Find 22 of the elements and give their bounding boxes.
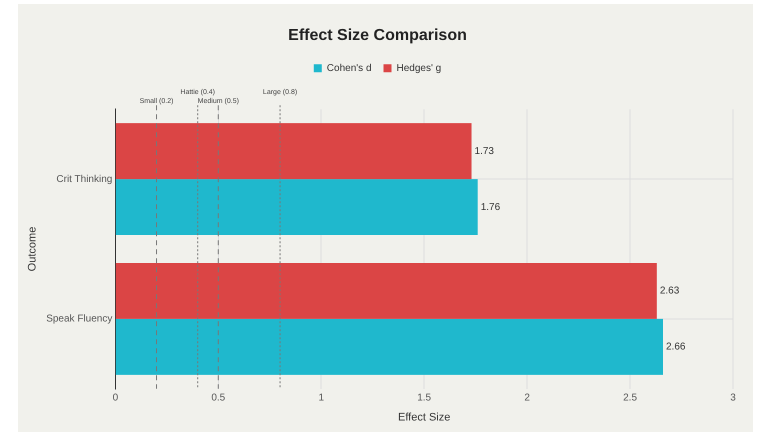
y-axis-title: Outcome	[26, 226, 39, 272]
y-tick-label: Speak Fluency	[46, 314, 112, 325]
bar	[116, 179, 478, 236]
x-tick-label: 1	[318, 392, 324, 404]
data-label: 1.73	[474, 146, 494, 157]
bar	[116, 318, 663, 375]
chart-title: Effect Size Comparison	[288, 27, 467, 44]
data-label: 2.63	[660, 286, 680, 297]
bar	[116, 262, 657, 319]
x-tick-label: 0	[112, 392, 119, 404]
x-tick-label: 2	[524, 392, 530, 404]
x-tick-label: 3	[730, 392, 736, 404]
x-tick-label: 1.5	[417, 392, 432, 404]
y-tick-label: Crit Thinking	[56, 174, 112, 185]
legend-label: Cohen's d	[326, 62, 372, 74]
x-tick-label: 0.5	[211, 392, 226, 404]
x-axis-title: Effect Size	[398, 411, 450, 424]
x-tick-label: 2.5	[623, 392, 638, 404]
data-label: 1.76	[480, 202, 501, 213]
bar	[116, 123, 472, 180]
legend-label: Hedges' g	[396, 62, 442, 74]
data-label: 2.66	[666, 342, 686, 353]
